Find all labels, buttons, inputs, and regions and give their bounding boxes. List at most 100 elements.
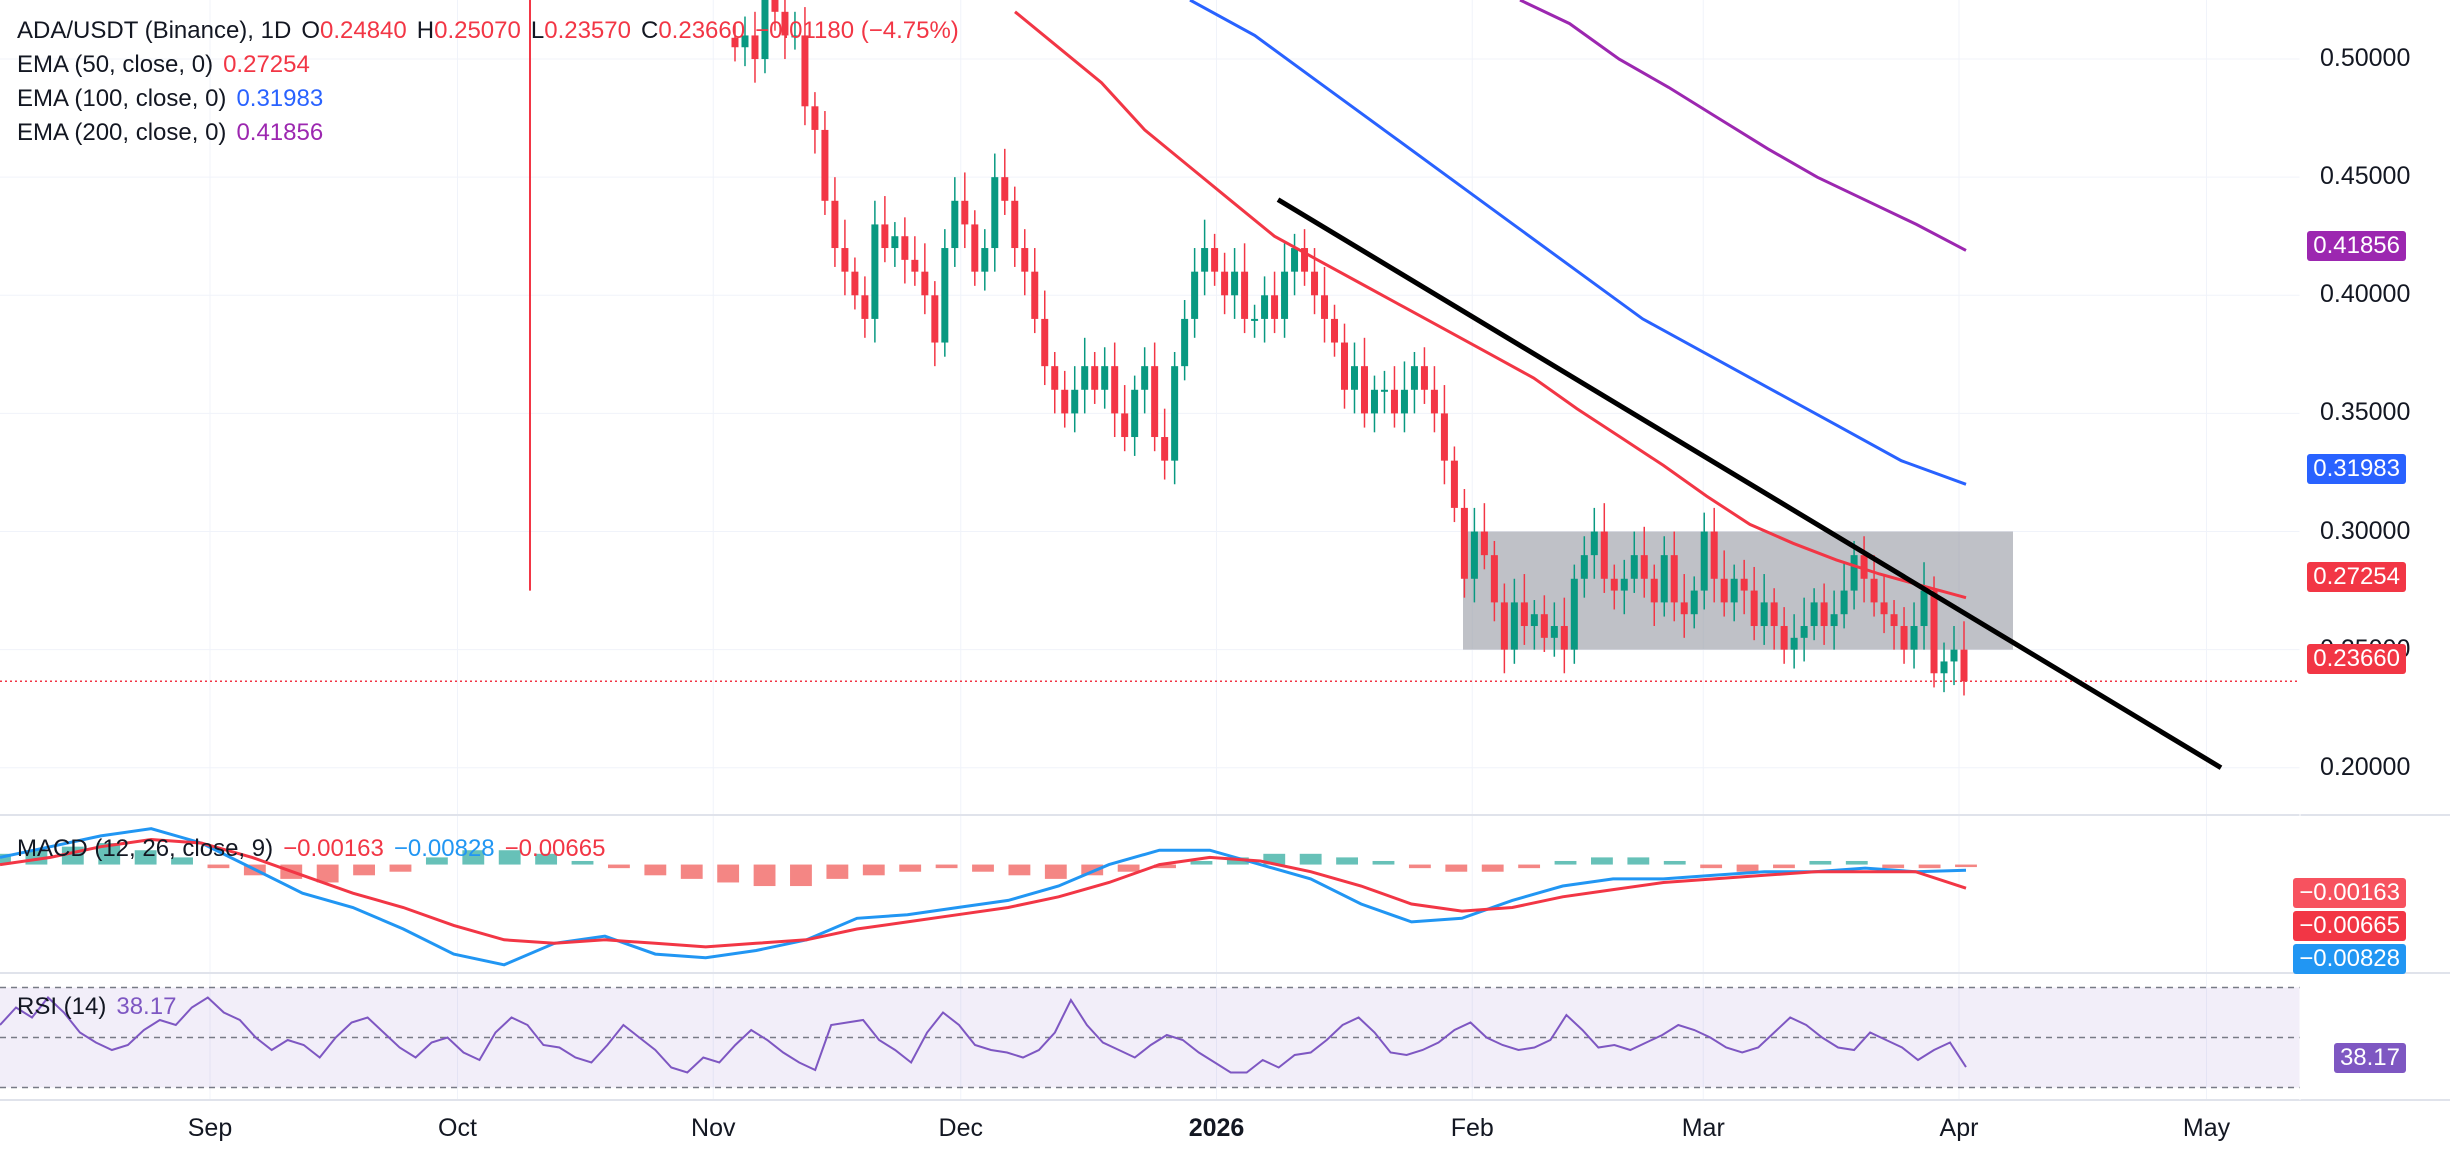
candle-body [1780, 626, 1788, 650]
candle-body [1201, 248, 1209, 272]
candle-body [1730, 578, 1738, 603]
candle-body [1450, 460, 1458, 508]
macd-histogram-bar [1299, 853, 1322, 865]
macd-histogram-bar [1809, 860, 1832, 865]
candle-body [931, 295, 939, 343]
macd-signal-line [0, 837, 1967, 949]
macd-histogram-bar [935, 864, 958, 869]
candle-body [1600, 531, 1608, 579]
candle-body [761, 0, 769, 60]
candle-body [1420, 366, 1428, 390]
candle-body [1331, 318, 1339, 343]
macd-histogram-bar [316, 864, 339, 883]
candle-body [1550, 626, 1558, 638]
ema50-value: 0.27254 [223, 51, 310, 78]
candle-body [921, 271, 929, 296]
candle-body [1850, 555, 1858, 591]
candle-body [1800, 626, 1808, 638]
candle-body [1380, 389, 1388, 392]
trendline [1276, 197, 2223, 770]
rsi-pane [0, 986, 2300, 1089]
candle-body [1960, 649, 1968, 682]
candle-body [881, 224, 889, 249]
price-tick-label: 0.20000 [2320, 752, 2411, 781]
symbol-label: ADA/USDT (Binance), 1D [17, 17, 292, 44]
candle-body [1470, 531, 1478, 579]
candle-body [1520, 602, 1528, 627]
candle-body [1500, 602, 1508, 650]
low-value: 0.23570 [544, 17, 631, 44]
macd-histogram-bar [1736, 864, 1759, 872]
rsi-legend[interactable]: RSI (14) 38.17 [17, 990, 186, 1024]
candle-body [1360, 366, 1368, 414]
candle-body [1321, 295, 1329, 319]
candlesticks [529, 0, 1968, 696]
candle-body [1410, 366, 1418, 390]
candle-body [1430, 389, 1438, 414]
change-value: −0.01180 (−4.75%) [755, 17, 959, 44]
ema200-value: 0.41856 [236, 119, 324, 146]
candle-body [1091, 366, 1099, 390]
macd-histogram-bar [1263, 853, 1286, 865]
macd-histogram-bar [1663, 860, 1686, 865]
macd-histogram-bar [1554, 860, 1577, 865]
candle-body [1830, 614, 1838, 627]
macd-pane [0, 827, 1977, 967]
candle-body [1760, 602, 1768, 627]
macd-histogram-bar [826, 864, 849, 879]
macd-histogram-bar [1445, 864, 1468, 872]
candle-body [1440, 413, 1448, 461]
macd-signal-value: −0.00828 [393, 835, 495, 862]
candle-body [1660, 555, 1668, 603]
macd-histogram-bar [1081, 864, 1104, 876]
macd-histogram-bar [608, 864, 630, 869]
macd-histogram-bar [972, 864, 994, 872]
candle-body [891, 236, 899, 249]
macd-histogram-bar [1700, 864, 1723, 869]
legend-ema50[interactable]: EMA (50, close, 0) 0.27254 [17, 48, 969, 82]
macd-histogram-bar [862, 864, 885, 876]
legend-ema200[interactable]: EMA (200, close, 0) 0.41856 [17, 116, 969, 150]
time-tick-label: Apr [1939, 1114, 1979, 1142]
candle-body [1071, 389, 1079, 414]
pane-separators [0, 814, 2450, 1101]
macd-histogram-bar [1008, 864, 1031, 876]
candle-body [1271, 295, 1279, 319]
macd-histogram-bar [1117, 864, 1140, 872]
candle-body [751, 35, 759, 60]
low-label: L [530, 17, 545, 44]
macd-value: −0.00163 [283, 835, 384, 862]
candle-body [1001, 177, 1009, 201]
candle-body [1750, 590, 1758, 627]
candle-body [1680, 602, 1688, 615]
ema50-price-label: 0.27254 [2307, 562, 2406, 592]
macd-legend[interactable]: MACD (12, 26, close, 9) −0.00163 −0.00828−… [17, 832, 615, 866]
candle-body [961, 200, 969, 225]
candle-body [1860, 555, 1868, 579]
candle-body [1700, 531, 1708, 591]
candle-body [1111, 366, 1119, 414]
candle-body [1121, 413, 1129, 438]
close-value: 0.23660 [658, 17, 746, 44]
macd-histogram-bar [753, 864, 776, 887]
ema100-line [1189, 0, 1967, 486]
candle-body [1261, 295, 1269, 319]
macd-label-c: −0.00828 [2293, 944, 2406, 974]
candle-body [1281, 271, 1289, 319]
candle-body [1221, 271, 1229, 296]
ema100-price-label: 0.31983 [2307, 454, 2406, 484]
legend-ema100[interactable]: EMA (100, close, 0) 0.31983 [17, 82, 969, 116]
main-legend: ADA/USDT (Binance), 1D O0.24840 H0.25070 L0… [17, 14, 969, 150]
macd-histogram-bar [498, 850, 521, 865]
candle-body [801, 35, 809, 107]
macd-name: MACD (12, 26, close, 9) [17, 835, 274, 862]
macd-histogram-bar [1918, 864, 1941, 869]
ema200-line [1519, 0, 1967, 252]
ema200-price-label: 0.41856 [2307, 231, 2406, 261]
last-price-label: 0.23660 [2307, 644, 2406, 674]
candle-body [1710, 531, 1718, 579]
candle-body [1011, 200, 1019, 249]
candle-body [1560, 626, 1568, 650]
candle-body [1480, 531, 1488, 556]
